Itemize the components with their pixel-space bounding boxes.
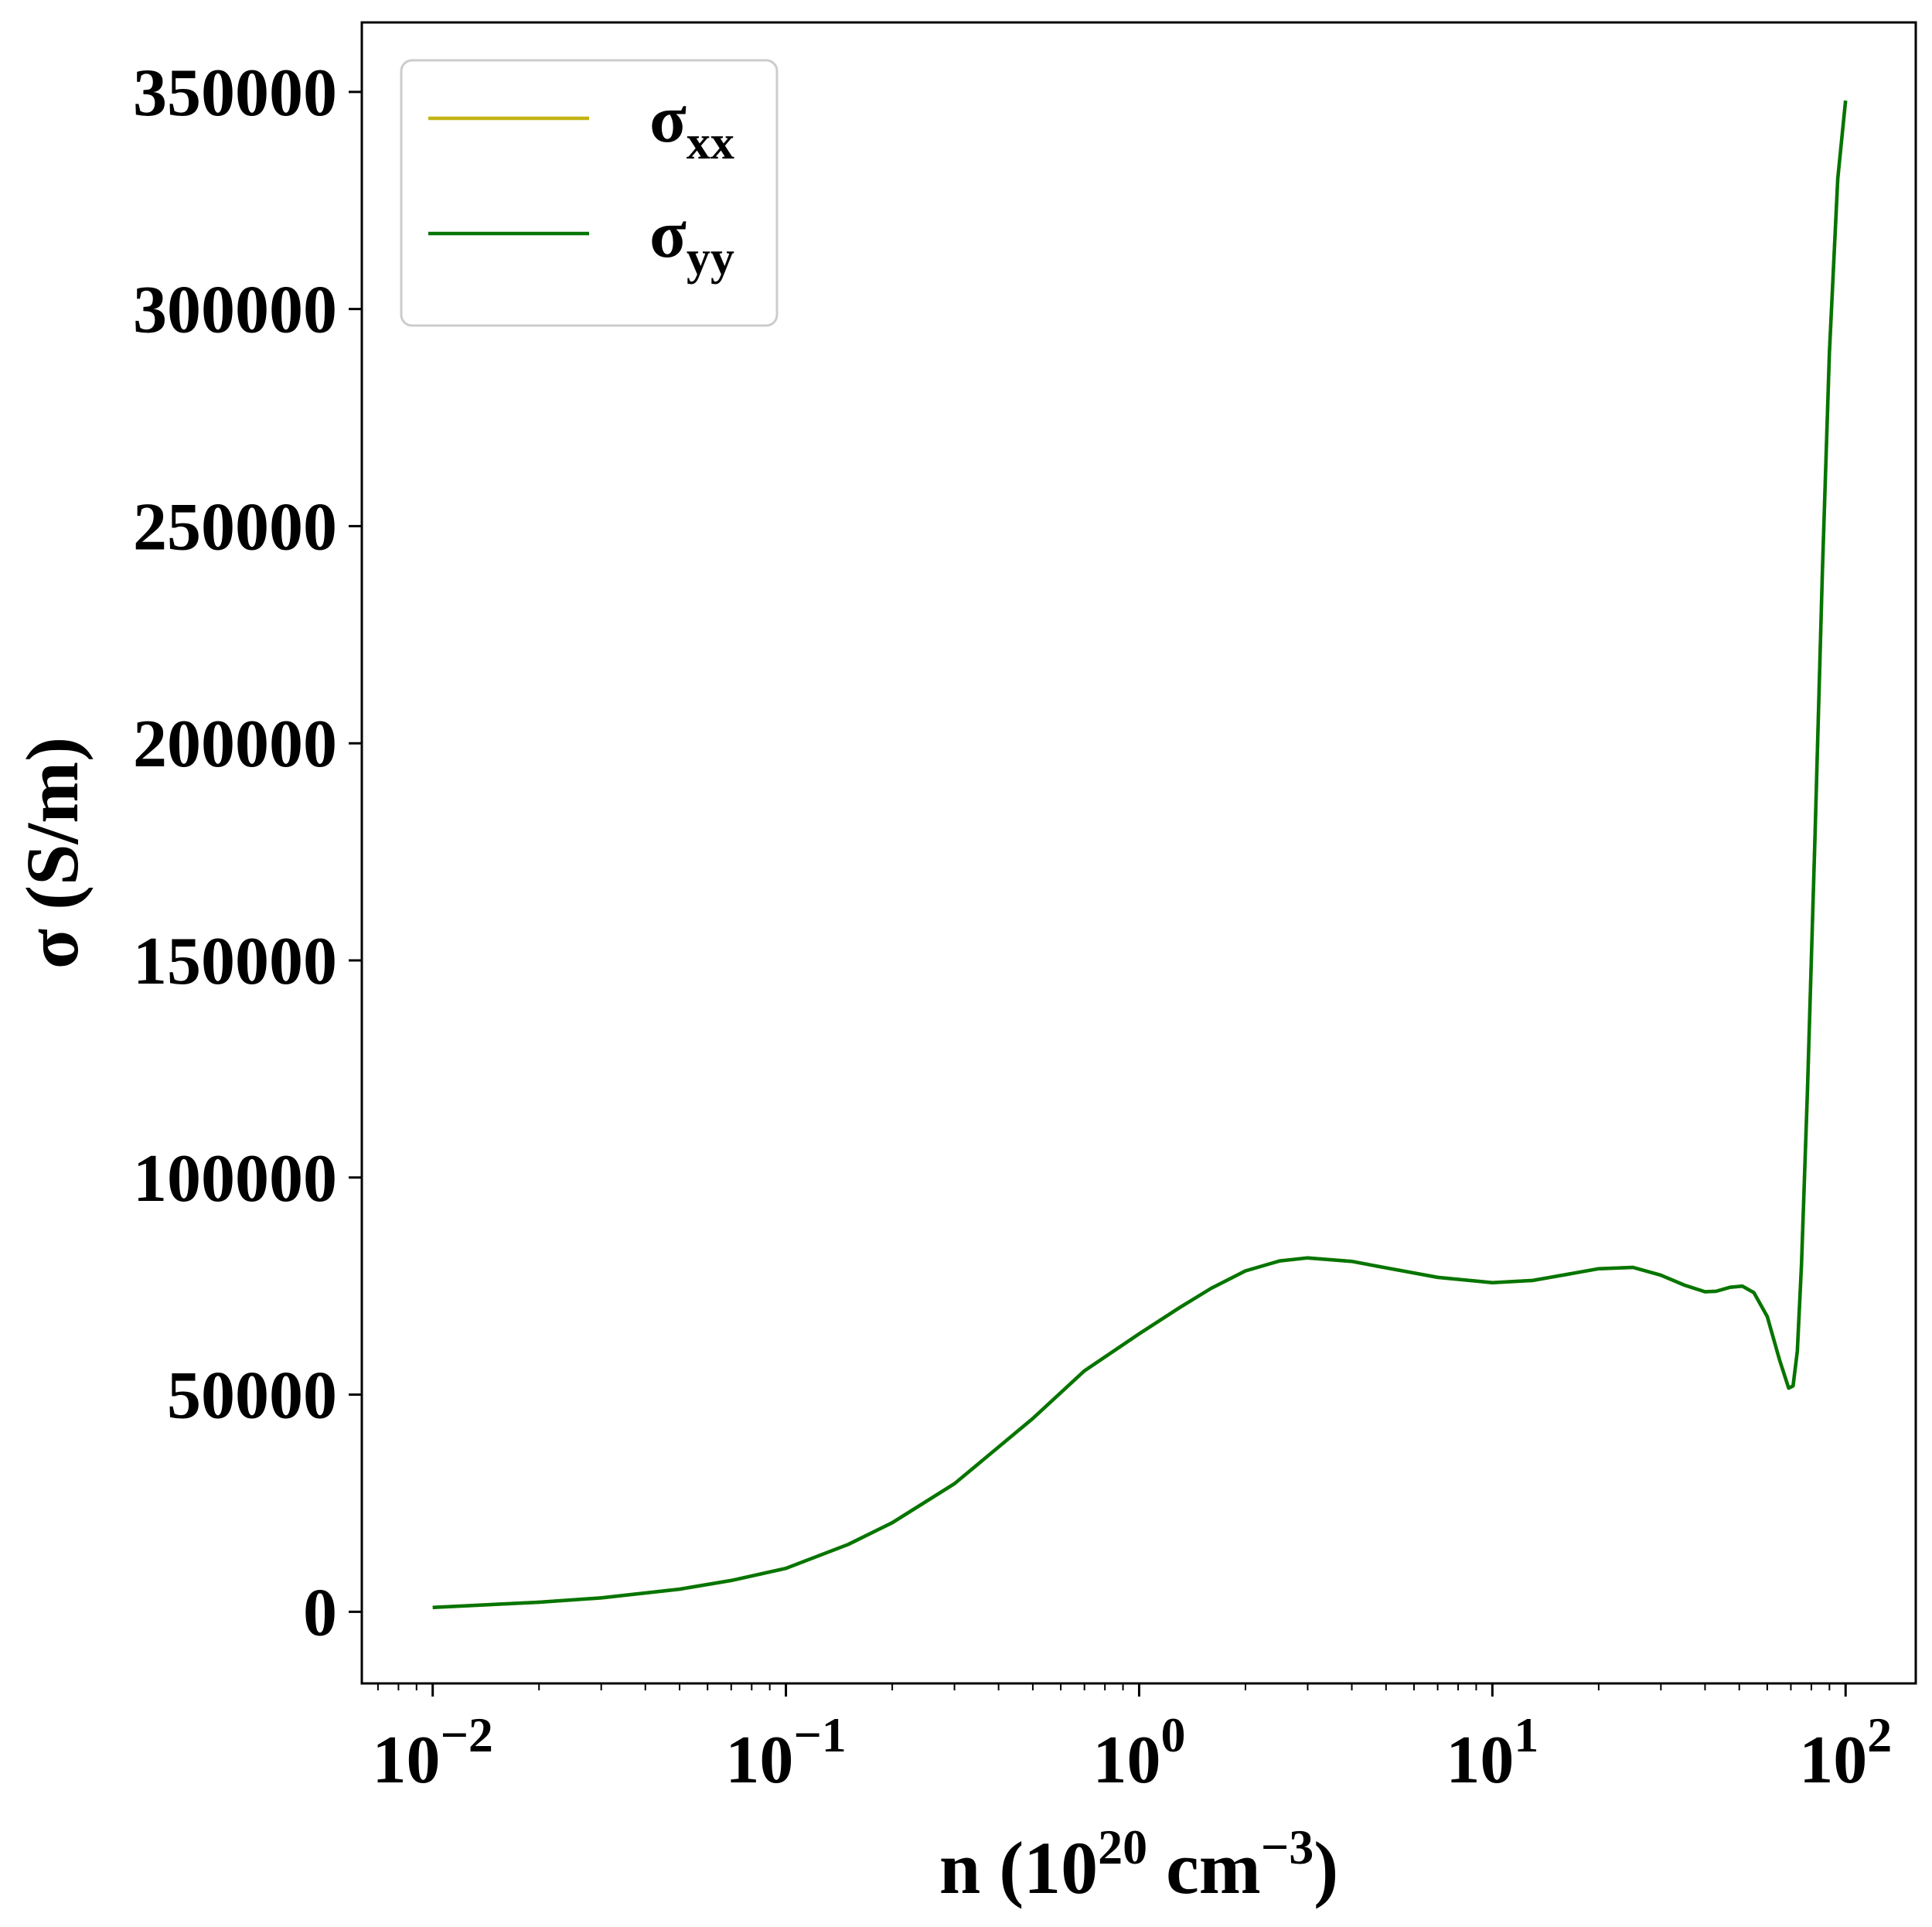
x-tick-base: 10 — [1446, 1723, 1514, 1798]
x-tick-label: 101 — [1446, 1707, 1538, 1798]
legend-label-subscript: xx — [687, 117, 734, 169]
x-axis-label: n (1020 cm−3) — [939, 1820, 1338, 1909]
y-tick-label: 50000 — [167, 1359, 337, 1434]
x-tick-exponent: 1 — [1514, 1707, 1538, 1762]
x-axis-label-main: n (10 — [939, 1826, 1098, 1909]
series-layer — [432, 100, 1848, 1609]
y-tick-label: 0 — [303, 1575, 337, 1650]
x-tick-exponent: 0 — [1160, 1707, 1185, 1762]
x-axis-label-end: ) — [1314, 1826, 1338, 1909]
y-tick-label: 350000 — [133, 56, 337, 131]
y-axis-label: σ (S/m) — [11, 737, 94, 969]
x-axis-label-exp2: −3 — [1261, 1820, 1314, 1874]
legend-label-symbol: σ — [649, 197, 687, 272]
x-tick-base: 10 — [725, 1723, 793, 1798]
x-axis-label-exp1: 20 — [1098, 1820, 1147, 1874]
legend-label-xx: σxx — [649, 82, 734, 169]
legend-label-symbol: σ — [649, 82, 687, 157]
y-axis-ticks: 0 50000 100000 150000 200000 250000 300000 3500… — [133, 56, 362, 1650]
x-tick-exponent: −2 — [440, 1707, 492, 1762]
y-tick-label: 100000 — [133, 1141, 337, 1216]
x-tick-label: 102 — [1799, 1707, 1892, 1798]
legend-label-yy: σyy — [649, 197, 734, 285]
series-line-yy — [432, 100, 1848, 1609]
x-tick-label: 100 — [1092, 1707, 1185, 1798]
x-tick-base: 10 — [1799, 1723, 1867, 1798]
y-tick-label: 300000 — [133, 273, 337, 348]
legend-box — [400, 59, 779, 327]
y-tick-label: 250000 — [133, 489, 337, 564]
x-tick-base: 10 — [1092, 1723, 1160, 1798]
legend-label-subscript: yy — [687, 232, 734, 285]
y-tick-label: 150000 — [133, 924, 337, 999]
x-axis-ticks: 10−2 10−1 100 101 102 — [372, 1683, 1892, 1798]
x-tick-label: 10−2 — [372, 1707, 492, 1798]
x-axis-label-unit: cm — [1147, 1826, 1261, 1909]
x-tick-base: 10 — [372, 1723, 440, 1798]
y-tick-label: 200000 — [133, 707, 337, 782]
x-tick-label: 10−1 — [725, 1707, 846, 1798]
x-tick-exponent: 2 — [1867, 1707, 1892, 1762]
plot-frame — [360, 21, 1917, 1685]
x-tick-exponent: −1 — [793, 1707, 846, 1762]
